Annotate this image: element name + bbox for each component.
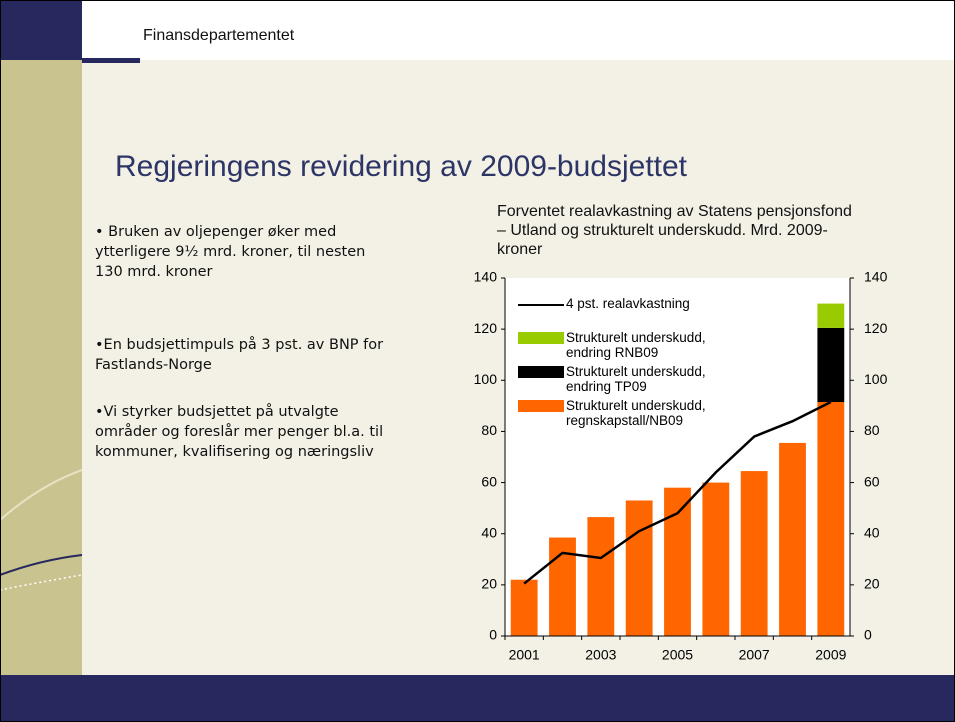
corner-block	[0, 0, 82, 60]
side-curve	[0, 469, 83, 521]
y2-tick-label: 0	[864, 627, 872, 643]
y-tick-label: 120	[474, 320, 498, 336]
x-tick-label: 2003	[585, 647, 616, 663]
org-name: Finansdepartementet	[143, 27, 295, 44]
legend-swatch	[518, 304, 564, 306]
footer-band	[0, 675, 955, 722]
y2-tick-label: 80	[864, 422, 880, 438]
x-tick-label: 2007	[739, 647, 770, 663]
side-curve	[0, 554, 83, 576]
chart-title: Forventet realavkastning av Statens pens…	[497, 203, 852, 258]
legend-label: Strukturelt underskudd, endring RNB09	[566, 330, 706, 360]
side-curve	[0, 574, 83, 591]
bar-segment	[625, 500, 653, 636]
line-series	[523, 400, 832, 585]
y2-tick-label: 20	[864, 576, 880, 592]
legend-swatch	[518, 332, 564, 344]
slide-title: Regjeringens revidering av 2009-budsjett…	[115, 150, 688, 183]
x-tick-label: 2001	[509, 647, 540, 663]
bullet: •Vi styrker budsjettet på utvalgte områd…	[95, 404, 384, 460]
bar-segment	[587, 517, 615, 636]
bullet: •En budsjettimpuls på 3 pst. av BNP for …	[95, 337, 384, 373]
side-band	[0, 60, 82, 675]
y-tick-label: 60	[481, 473, 497, 489]
bar-segment	[817, 327, 845, 403]
y-tick-label: 0	[489, 627, 497, 643]
y2-tick-label: 40	[864, 524, 880, 540]
x-tick-label: 2005	[662, 647, 693, 663]
bar-segment	[817, 303, 845, 328]
bar-segment	[779, 442, 806, 636]
legend-label: Strukturelt underskudd, regnskapstall/NB…	[566, 398, 706, 428]
x-tick-label: 2009	[815, 647, 846, 663]
legend-label: Strukturelt underskudd, endring TP09	[566, 364, 706, 394]
bar-segment	[817, 402, 845, 636]
bar-segment	[510, 579, 538, 636]
bar-segment	[664, 487, 691, 636]
legend-swatch	[518, 400, 564, 412]
y2-tick-label: 140	[864, 269, 888, 285]
y-tick-label: 40	[481, 524, 497, 540]
y-tick-label: 80	[481, 422, 497, 438]
bullet: • Bruken av oljepenger øker med ytterlig…	[95, 224, 366, 280]
y2-tick-label: 100	[864, 371, 888, 387]
y-tick-label: 140	[474, 269, 498, 285]
header-accent	[82, 58, 140, 63]
bar-segment	[702, 482, 730, 636]
legend-swatch	[518, 366, 564, 378]
y-tick-label: 100	[474, 371, 498, 387]
y2-tick-label: 120	[864, 320, 888, 336]
bar-segment	[740, 471, 768, 636]
header-band	[0, 0, 955, 60]
y2-tick-label: 60	[864, 473, 880, 489]
legend-label: 4 pst. realavkastning	[566, 296, 690, 311]
y-tick-label: 20	[481, 576, 497, 592]
